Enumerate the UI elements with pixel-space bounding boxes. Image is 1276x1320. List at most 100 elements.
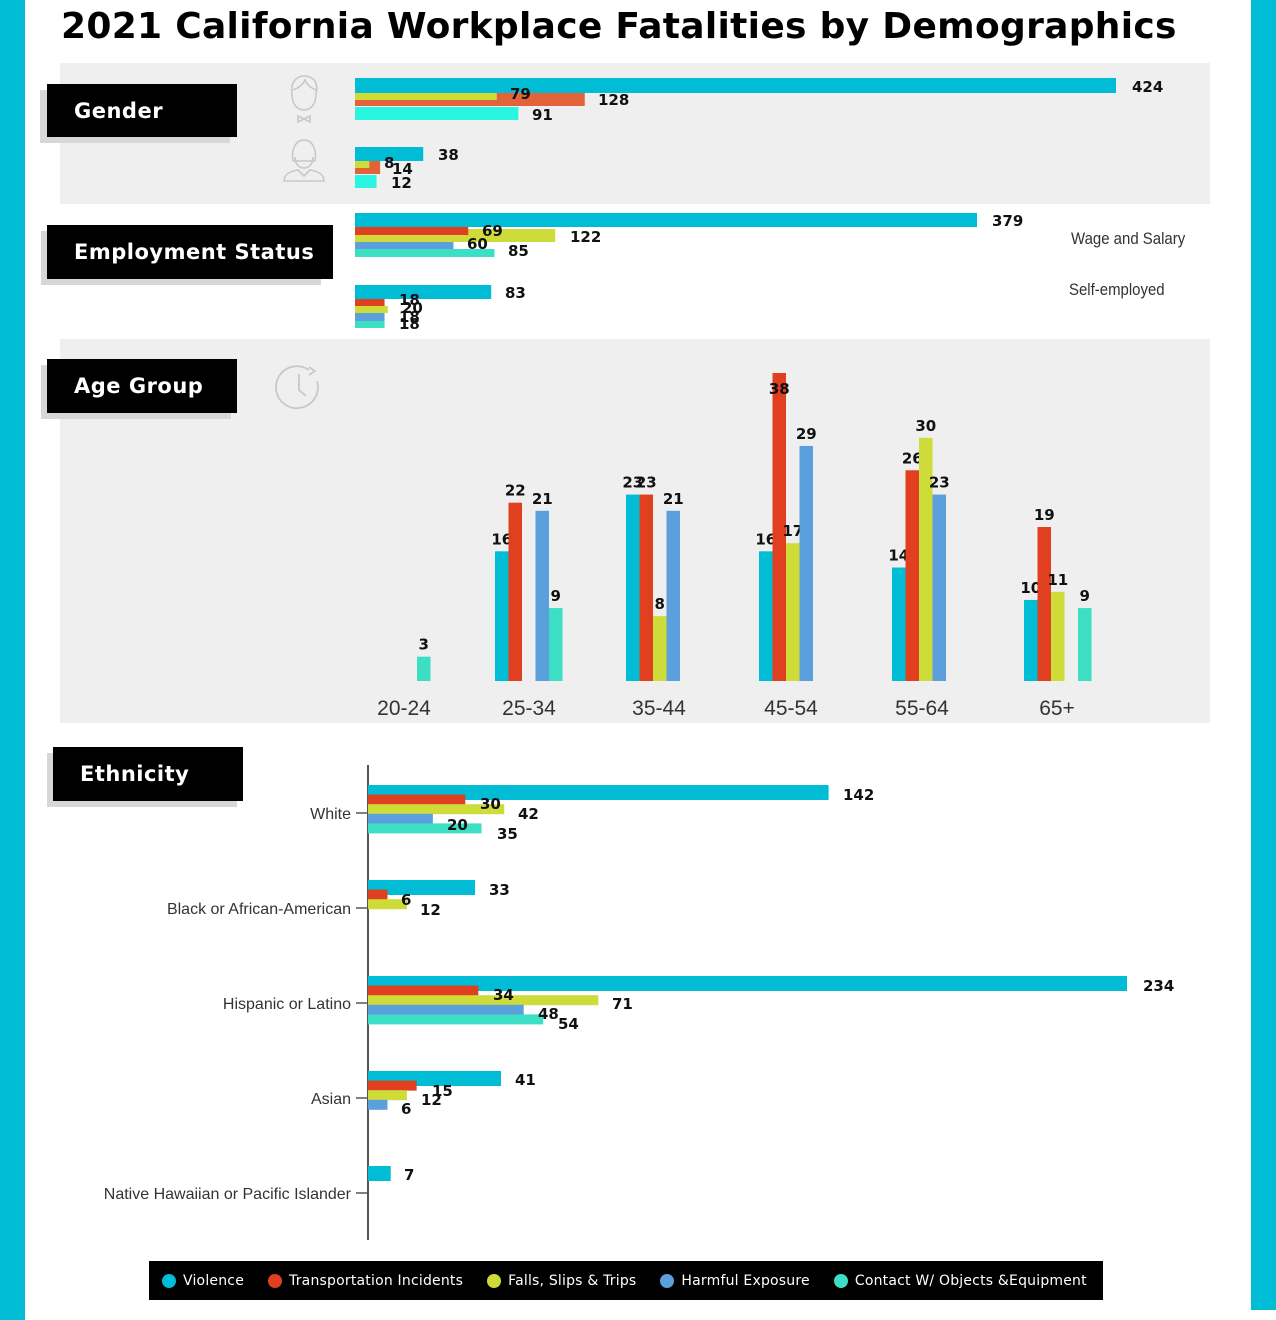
employment-wage-and-salary-contact-w-objects-equipment-label: 85 <box>508 242 529 260</box>
ethnicity-white-falls-slips-trips-label: 42 <box>518 805 539 823</box>
ethnicity-white-harmful-exposure-bar <box>368 813 433 824</box>
legend-dot-harmful-icon <box>660 1273 675 1288</box>
age-65-falls-slips-trips-bar <box>1051 591 1065 681</box>
employment-wage-and-salary-transportation-incidents-bar <box>355 227 469 235</box>
employment-self-employed-harmful-exposure-bar <box>355 313 385 321</box>
ethnicity-hispanic-or-latino-transportation-incidents-bar <box>368 985 479 996</box>
employment-wage-and-salary-violence-label: 379 <box>992 212 1023 230</box>
legend-item-violence: Violence <box>162 1273 244 1289</box>
legend-item-falls: Falls, Slips & Trips <box>487 1273 636 1289</box>
gender-female-violence-label: 38 <box>438 146 459 164</box>
gender-female-contact-w-objects-equipment-bar <box>355 175 377 188</box>
age-axis-label-20-24: 20-24 <box>377 697 431 720</box>
employment-wage-and-salary-contact-w-objects-equipment-bar <box>355 249 495 257</box>
gender-label: Gender <box>47 84 237 137</box>
ethnicity-category-black-or-african-american: Black or African-American <box>167 901 351 918</box>
ethnicity-category-native-hawaiian-or-pacific-islander: Native Hawaiian or Pacific Islander <box>104 1186 352 1203</box>
ethnicity-white-transportation-incidents-bar <box>368 794 466 805</box>
legend-dot-transportation-icon <box>268 1273 283 1288</box>
age-45-54-transportation-incidents-bar <box>772 373 786 681</box>
gender-female-falls-slips-trips-label: 8 <box>384 154 394 172</box>
ethnicity-black-or-african-american-transportation-incidents-label: 6 <box>401 891 411 909</box>
employment-self-employed-falls-slips-trips-bar <box>355 306 388 313</box>
ethnicity-black-or-african-american-falls-slips-trips-bar <box>368 899 407 910</box>
ethnicity-native-hawaiian-or-pacific-islander-violence-bar <box>368 1166 391 1181</box>
man-icon <box>283 74 325 128</box>
gender-female-falls-slips-trips-bar <box>355 161 370 168</box>
gender-male-contact-w-objects-equipment-label: 91 <box>532 106 553 124</box>
age-45-54-violence-label: 16 <box>755 530 776 548</box>
ethnicity-black-or-african-american-transportation-incidents-bar <box>368 889 388 900</box>
ethnicity-white-harmful-exposure-label: 20 <box>447 816 468 834</box>
employment-wage-and-salary-harmful-exposure-bar <box>355 242 454 249</box>
age-55-64-violence-label: 14 <box>888 547 909 565</box>
ethnicity-black-or-african-american-violence-label: 33 <box>489 881 510 899</box>
age-25-34-transportation-incidents-bar <box>508 502 522 681</box>
age-35-44-transportation-incidents-bar <box>639 494 653 681</box>
age-55-64-transportation-incidents-bar <box>905 470 919 681</box>
employment-wage-and-salary-transportation-incidents-label: 69 <box>482 222 503 240</box>
employment-label: Employment Status <box>47 225 333 279</box>
age-55-64-falls-slips-trips-bar <box>919 437 933 681</box>
employment-self-employed-transportation-incidents-bar <box>355 299 385 306</box>
ethnicity-white-transportation-incidents-label: 30 <box>480 795 501 813</box>
employment-self-employed-transportation-incidents-label: 18 <box>399 291 420 309</box>
employment-wage-and-salary-harmful-exposure-label: 60 <box>467 235 488 253</box>
age-65-contact-w-objects-equipment-bar <box>1078 608 1092 681</box>
ethnicity-asian-harmful-exposure-label: 6 <box>401 1100 411 1118</box>
age-55-64-falls-slips-trips-label: 30 <box>915 417 936 435</box>
age-35-44-harmful-exposure-bar <box>666 510 680 681</box>
employment-self-employed-violence-bar <box>355 285 492 299</box>
ethnicity-native-hawaiian-or-pacific-islander-violence-label: 7 <box>404 1166 414 1184</box>
age-45-54-violence-bar <box>759 551 773 681</box>
legend-item-contact: Contact W/ Objects &Equipment <box>833 1273 1087 1289</box>
age-35-44-violence-label: 23 <box>622 474 643 492</box>
age-25-34-harmful-exposure-label: 21 <box>532 490 553 508</box>
age-35-44-harmful-exposure-label: 21 <box>663 490 684 508</box>
employment-wage-and-salary-falls-slips-trips-label: 122 <box>570 228 601 246</box>
ethnicity-asian-violence-label: 41 <box>515 1071 536 1089</box>
age-axis-label-65: 65+ <box>1039 697 1075 720</box>
age-axis-label-55-64: 55-64 <box>895 697 949 720</box>
age-35-44-violence-bar <box>626 494 640 681</box>
legend-label-violence: Violence <box>183 1272 245 1289</box>
age-axis-label-45-54: 45-54 <box>764 697 818 720</box>
gender-male-falls-slips-trips-label: 79 <box>510 85 531 103</box>
employment-wage-and-salary-violence-bar <box>355 213 977 227</box>
ethnicity-white-contact-w-objects-equipment-label: 35 <box>497 825 518 843</box>
age-axis-label-35-44: 35-44 <box>632 697 686 720</box>
age-65-contact-w-objects-equipment-label: 9 <box>1080 587 1090 605</box>
age-55-64-harmful-exposure-label: 23 <box>929 474 950 492</box>
ethnicity-hispanic-or-latino-violence-bar <box>368 976 1127 991</box>
ethnicity-hispanic-or-latino-harmful-exposure-label: 48 <box>538 1005 559 1023</box>
age-65-violence-label: 10 <box>1020 579 1041 597</box>
employment-self-employed-harmful-exposure-label: 18 <box>399 308 420 326</box>
page-title: 2021 California Workplace Fatalities by … <box>61 6 1177 47</box>
right-accent-bar <box>1251 0 1276 1310</box>
age-45-54-transportation-incidents-label: 38 <box>769 380 790 398</box>
ethnicity-black-or-african-american-violence-bar <box>368 880 476 895</box>
gender-male-violence-bar <box>355 78 1116 93</box>
ethnicity-black-or-african-american-falls-slips-trips-label: 12 <box>420 901 441 919</box>
gender-male-falls-slips-trips-bar <box>355 93 497 100</box>
ethnicity-hispanic-or-latino-transportation-incidents-label: 34 <box>493 986 514 1004</box>
woman-icon <box>281 137 327 189</box>
age-25-34-violence-label: 16 <box>491 530 512 548</box>
clock-icon <box>275 363 325 417</box>
legend-item-harmful: Harmful Exposure <box>660 1273 810 1289</box>
age-55-64-violence-bar <box>892 567 906 681</box>
age-25-34-contact-w-objects-equipment-bar <box>549 608 563 681</box>
ethnicity-label: Ethnicity <box>53 747 243 801</box>
ethnicity-asian-transportation-incidents-bar <box>368 1080 417 1091</box>
employment-self-employed-violence-label: 83 <box>505 284 526 302</box>
age-55-64-harmful-exposure-bar <box>932 494 946 681</box>
age-20-24-contact-w-objects-equipment-label: 3 <box>419 636 429 654</box>
ethnicity-hispanic-or-latino-falls-slips-trips-label: 71 <box>612 995 633 1013</box>
employment-category-self: Self-employed <box>1069 280 1165 299</box>
legend-dot-falls-icon <box>487 1273 502 1288</box>
employment-self-employed-falls-slips-trips-label: 20 <box>402 299 423 317</box>
ethnicity-category-hispanic-or-latino: Hispanic or Latino <box>223 996 351 1013</box>
left-accent-bar <box>0 0 25 1320</box>
ethnicity-category-white: White <box>310 806 351 823</box>
ethnicity-asian-falls-slips-trips-label: 12 <box>421 1091 442 1109</box>
